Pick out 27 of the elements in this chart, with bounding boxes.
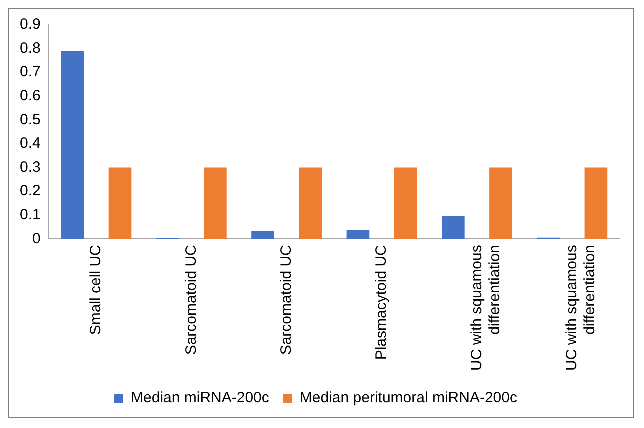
bar: [204, 168, 227, 240]
x-tick-label: UC with squamous differentiation: [468, 245, 504, 372]
bar: [299, 168, 322, 240]
x-tick-label: Plasmacytoid UC: [373, 244, 390, 360]
x-tick-label: Sarcomatoid UC: [182, 244, 200, 356]
y-tick-label: 0.3: [20, 158, 41, 176]
bar: [490, 168, 512, 240]
bar: [108, 168, 132, 240]
y-tick-label: 0.4: [20, 135, 41, 152]
bar: [394, 168, 418, 240]
y-tick-label: 0.8: [20, 40, 41, 57]
x-tick-label: Sarcomatoid UC: [278, 244, 295, 356]
y-tick-label: 0.7: [20, 64, 41, 81]
bar: [61, 51, 84, 240]
y-tick-label: 0.5: [20, 111, 41, 128]
y-tick-label: 0.6: [20, 88, 41, 105]
bar: [442, 216, 465, 240]
bar: [346, 230, 370, 240]
bar: [584, 168, 608, 240]
y-tick-label: 0.9: [20, 16, 41, 34]
legend-label: Median miRNA-200c: [131, 390, 270, 407]
y-tick-label: 0.1: [20, 206, 41, 224]
y-tick-label: 0: [32, 230, 41, 248]
legend-label: Median peritumoral miRNA-200c: [300, 390, 518, 407]
x-tick-label: Small cell UC: [88, 244, 105, 336]
y-tick-label: 0.2: [20, 182, 41, 200]
bar: [252, 231, 274, 240]
